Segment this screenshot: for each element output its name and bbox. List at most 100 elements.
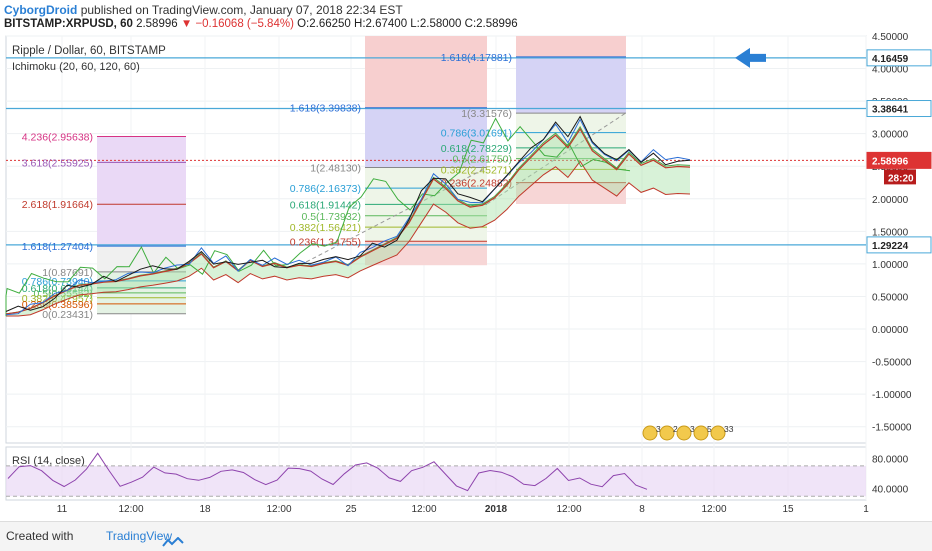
fib-level-label: 0.236(2.24882) <box>441 178 512 190</box>
event-badge-icon <box>693 425 709 441</box>
x-tick-label: 18 <box>199 504 211 515</box>
fib-level-label: 0.786(3.01691) <box>441 128 512 140</box>
fib-level-label: 0.382(1.56421) <box>290 222 361 234</box>
y-tick-label: 0.50000 <box>872 292 909 303</box>
fib-level-label: 0.5(0.55552) <box>33 288 93 300</box>
y-tick-label: -1.00000 <box>872 390 912 401</box>
symbol-line: BITSTAMP:XRPUSD, 60 2.58996 ▼ −0.16068 (… <box>4 18 518 30</box>
level-price-label: 3.38641 <box>872 105 909 116</box>
ichimoku-indicator-label: Ichimoku (20, 60, 120, 60) <box>12 61 140 73</box>
price-line <box>5 115 691 312</box>
fib-level-label: 0.382(2.45271) <box>441 164 512 176</box>
x-tick-label: 12:00 <box>701 504 726 515</box>
fib-zone-red-top <box>365 36 487 108</box>
event-badge-icon <box>710 425 726 441</box>
level-price-label: 4.16459 <box>872 54 909 65</box>
rsi-line <box>7 452 648 492</box>
fib-level-label: 0.382(0.47957) <box>22 293 93 305</box>
x-tick-label: 1 <box>863 504 869 515</box>
fib-level-label: 0.618(0.63144) <box>22 283 93 295</box>
event-badge-count: 3 <box>690 424 695 434</box>
y-tick-label: -1.50000 <box>872 423 912 434</box>
event-badge-icon <box>659 425 675 441</box>
price-chart[interactable]: 4.500004.000003.500003.000002.500002.000… <box>0 0 932 521</box>
event-badge-icon <box>642 425 658 441</box>
fib-zone-grey <box>97 246 186 272</box>
countdown-tag <box>884 169 916 185</box>
publish-info: published on TradingView.com, January 07… <box>80 3 403 17</box>
fib-level-label: 0.5(2.61750) <box>452 154 512 166</box>
rsi-y-tick-label: 80.0000 <box>872 454 909 465</box>
y-tick-label: 4.00000 <box>872 65 909 76</box>
tradingview-logo-icon <box>162 537 184 547</box>
y-tick-label: 1.00000 <box>872 260 909 271</box>
fib-level-label: 1(3.31576) <box>461 108 512 120</box>
rsi-y-tick-label: 40.0000 <box>872 485 909 496</box>
y-tick-label: 3.00000 <box>872 130 909 141</box>
level-price-tag <box>866 100 932 118</box>
event-badge-count: 33 <box>724 424 734 434</box>
price-change: −0.16068 (−5.84%) <box>195 18 294 30</box>
fib-level-label: 1(2.48130) <box>310 162 361 174</box>
publish-line: CyborgDroid published on TradingView.com… <box>4 3 403 17</box>
fib-level-label: 1.618(1.27404) <box>22 241 93 253</box>
fib-level-label: 0.618(2.78229) <box>441 143 512 155</box>
x-tick-label: 2018 <box>485 504 508 515</box>
level-price-tag <box>866 151 932 169</box>
rsi-title: RSI (14, close) <box>12 455 85 467</box>
y-tick-label: 1.50000 <box>872 227 909 238</box>
x-tick-label: 11 <box>57 504 68 515</box>
fib-zone-blue <box>516 56 626 114</box>
ichimoku-chikou-line <box>5 117 631 317</box>
event-badge-count: 2 <box>673 424 678 434</box>
fib-level-label: 0(0.23431) <box>42 309 93 321</box>
fib-level-label: 1(0.87691) <box>42 267 93 279</box>
down-arrow-icon: ▼ <box>180 18 193 30</box>
tradingview-brand-label: TradingView <box>106 529 173 543</box>
fib-level-label: 1.618(3.39838) <box>290 103 361 115</box>
fib-level-label: 3.618(2.55925) <box>22 157 93 169</box>
x-tick-label: 12:00 <box>266 504 291 515</box>
blue-arrow-icon <box>735 47 766 68</box>
fib-trend-line <box>299 167 488 266</box>
fib-level-label: 0.5(1.73932) <box>301 211 361 223</box>
x-tick-label: 25 <box>345 504 357 515</box>
ichimoku-span-b-line <box>6 160 691 317</box>
tradingview-brand[interactable]: TradingView <box>82 529 184 547</box>
ichimoku-tenkan-line <box>5 118 691 316</box>
event-badge-count: 5 <box>707 424 712 434</box>
x-tick-label: 12:00 <box>411 504 436 515</box>
last-price: 2.58996 <box>136 18 178 30</box>
fib-level-label: 2.618(1.91664) <box>22 199 93 211</box>
fib-zone-red-top <box>516 36 626 57</box>
fib-level-label: 0.236(1.34755) <box>290 236 361 248</box>
footer-bar: Created with TradingView <box>0 521 932 551</box>
level-price-tag <box>866 49 932 67</box>
fib-level-label: 0.786(2.16373) <box>290 183 361 195</box>
main-chart-title: Ripple / Dollar, 60, BITSTAMP <box>12 45 166 57</box>
fib-zone-red <box>516 182 626 205</box>
event-badge-count: 3 <box>656 424 661 434</box>
fib-zone-purple <box>97 136 186 247</box>
countdown-label: 28:20 <box>888 173 914 184</box>
fib-level-label: 1.618(4.17881) <box>441 52 512 64</box>
y-tick-label: 2.00000 <box>872 195 909 206</box>
fib-zone-red <box>365 241 487 266</box>
x-tick-label: 12:00 <box>118 504 143 515</box>
event-badge-icon <box>676 425 692 441</box>
x-tick-label: 12:00 <box>556 504 581 515</box>
level-price-label: 2.58996 <box>872 156 909 167</box>
symbol-name: BITSTAMP:XRPUSD, 60 <box>4 18 133 30</box>
y-tick-label: 4.50000 <box>872 32 909 43</box>
level-price-tag <box>866 236 932 254</box>
ohlc-values: O:2.66250 H:2.67400 L:2.58000 C:2.58996 <box>297 18 518 30</box>
created-with-label: Created with <box>6 529 74 543</box>
fib-level-label: 0.618(1.91442) <box>290 199 361 211</box>
fib-level-label: 4.236(2.95638) <box>22 132 93 144</box>
level-price-label: 1.29224 <box>872 241 909 252</box>
author-name[interactable]: CyborgDroid <box>4 3 78 17</box>
x-tick-label: 8 <box>639 504 645 515</box>
y-tick-label: 0.00000 <box>872 325 909 336</box>
x-tick-label: 15 <box>782 504 794 515</box>
fib-zone-blue <box>365 107 487 168</box>
